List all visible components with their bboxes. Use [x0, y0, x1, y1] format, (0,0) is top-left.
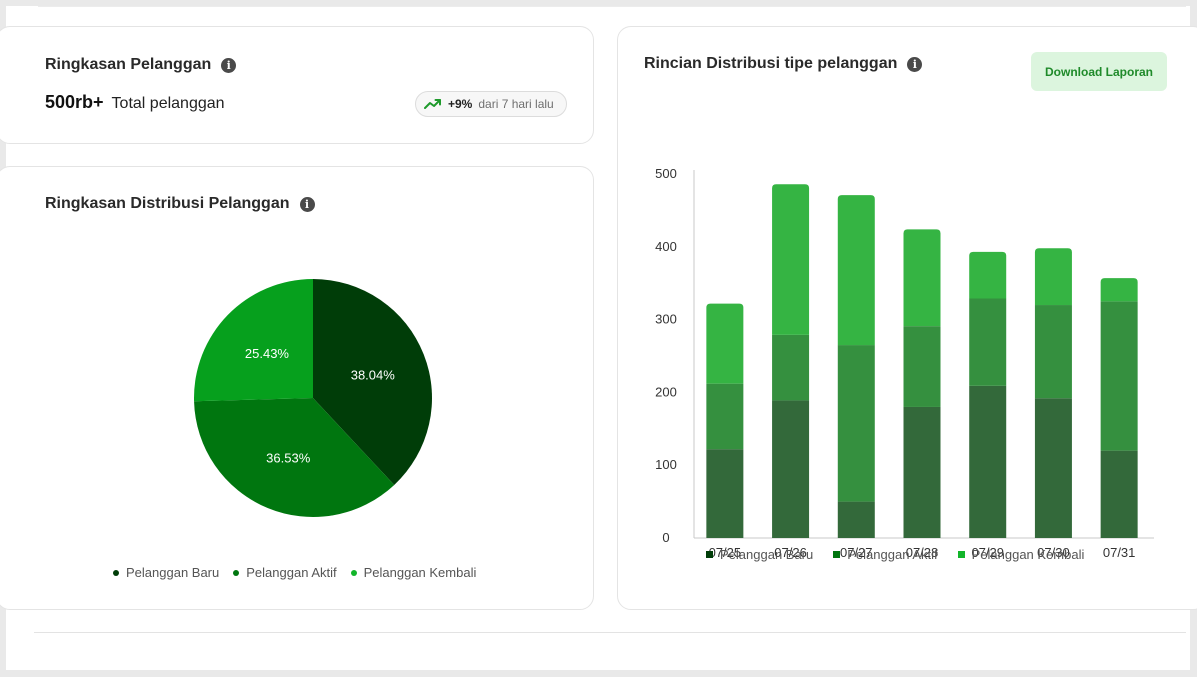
- y-tick-label: 0: [662, 530, 669, 545]
- bar-segment[interactable]: [969, 385, 1007, 538]
- total-label: Total pelanggan: [111, 95, 225, 112]
- bar-card-title: Rincian Distribusi tipe pelanggan: [644, 55, 898, 72]
- info-icon[interactable]: i: [221, 57, 237, 73]
- bar-segment[interactable]: [706, 303, 744, 384]
- bar-segment[interactable]: [1100, 278, 1138, 302]
- y-tick-label: 200: [655, 384, 677, 399]
- pie-title-row: Ringkasan Distribusi Pelanggan i: [45, 195, 315, 213]
- summary-title: Ringkasan Pelanggan: [45, 56, 212, 73]
- legend-item-baru[interactable]: Pelanggan Baru: [113, 565, 219, 580]
- legend-item-aktif[interactable]: Pelanggan Aktif: [833, 547, 938, 562]
- distribution-detail-card: Rincian Distribusi tipe pelanggan i Down…: [617, 26, 1197, 610]
- x-tick-label: 07/29: [971, 545, 1004, 560]
- pie-slice[interactable]: [194, 279, 313, 402]
- info-icon[interactable]: i: [907, 56, 923, 72]
- legend-swatch: [706, 551, 713, 558]
- bar-segment[interactable]: [837, 345, 875, 502]
- legend-item-kembali[interactable]: Pelanggan Kembali: [350, 565, 477, 580]
- legend-swatch: [833, 551, 841, 558]
- pie-slice-label: 25.43%: [245, 346, 290, 361]
- pie-slice-label: 38.04%: [351, 367, 396, 382]
- legend-label: Pelanggan Aktif: [847, 547, 938, 562]
- bar-legend: Pelanggan Baru Pelanggan Aktif Pelanggan…: [706, 547, 1084, 562]
- legend-label: Pelanggan Baru: [126, 565, 220, 580]
- x-tick-label: 07/28: [906, 545, 939, 560]
- bar-segment[interactable]: [837, 195, 875, 346]
- summary-title-row: Ringkasan Pelanggan i: [45, 56, 237, 74]
- trending-up-icon: [424, 99, 441, 109]
- legend-item-aktif[interactable]: Pelanggan Aktif: [233, 565, 337, 580]
- y-tick-label: 400: [655, 239, 677, 254]
- bar-segment[interactable]: [837, 501, 875, 538]
- divider: [38, 6, 1186, 7]
- legend-item-kembali[interactable]: Pelanggan Kembali: [957, 547, 1085, 562]
- legend-label: Pelanggan Kembali: [971, 547, 1085, 562]
- bar-segment[interactable]: [1034, 398, 1072, 538]
- bar-segment[interactable]: [969, 298, 1007, 386]
- customer-summary-card: Ringkasan Pelanggan i 500rb+ Total pelan…: [0, 26, 594, 144]
- bar-segment[interactable]: [903, 406, 941, 538]
- legend-label: Pelanggan Baru: [720, 547, 814, 562]
- bar-title-row: Rincian Distribusi tipe pelanggan i: [644, 55, 923, 73]
- legend-item-baru[interactable]: Pelanggan Baru: [706, 547, 813, 562]
- bar-segment[interactable]: [1100, 301, 1138, 451]
- legend-swatch: [957, 551, 965, 558]
- bar-segment[interactable]: [1034, 248, 1072, 306]
- trend-period: dari 7 hari lalu: [478, 97, 554, 111]
- legend-label: Pelanggan Kembali: [363, 565, 477, 580]
- pie-slice[interactable]: [313, 279, 433, 485]
- trend-percent: +9%: [448, 97, 473, 111]
- trend-badge: +9% dari 7 hari lalu: [415, 91, 567, 117]
- bar-segment[interactable]: [903, 326, 941, 407]
- x-tick-label: 07/25: [709, 545, 742, 560]
- legend-label: Pelanggan Aktif: [246, 565, 337, 580]
- bar-segment[interactable]: [1034, 305, 1072, 399]
- total-customers: 500rb+ Total pelanggan: [45, 92, 225, 113]
- stacked-bar-chart: 0 100 200 300 400 500 07/25 07/26 07/27 07/28 07/2…: [655, 166, 1154, 560]
- x-tick-label: 07/31: [1103, 545, 1136, 560]
- bar-segment[interactable]: [772, 334, 810, 401]
- legend-swatch: [113, 569, 119, 576]
- pie-slice[interactable]: [194, 398, 395, 517]
- legend-swatch: [350, 569, 357, 576]
- bar-segment[interactable]: [772, 184, 810, 335]
- dashboard-frame: Ringkasan Pelanggan i 500rb+ Total pelan…: [0, 6, 1197, 670]
- bar-segment[interactable]: [772, 400, 810, 538]
- x-tick-label: 07/26: [774, 545, 807, 560]
- bar-segment[interactable]: [903, 229, 941, 327]
- y-tick-label: 300: [655, 312, 677, 327]
- pie-legend: Pelanggan Baru Pelanggan Aktif Pelanggan…: [113, 565, 476, 580]
- pie-chart: 38.04% 36.53% 25.43%: [194, 279, 433, 517]
- distribution-summary-card: Ringkasan Distribusi Pelanggan i 38.04% 3…: [0, 166, 594, 610]
- divider: [34, 632, 1186, 633]
- bar-segment[interactable]: [969, 251, 1007, 299]
- bar-segment[interactable]: [706, 449, 744, 538]
- bar-segment[interactable]: [1100, 450, 1138, 538]
- info-icon[interactable]: i: [299, 196, 315, 212]
- pie-slice-label: 36.53%: [266, 450, 311, 465]
- legend-swatch: [233, 569, 240, 576]
- download-report-button[interactable]: Download Laporan: [1031, 52, 1167, 91]
- y-tick-label: 500: [655, 166, 677, 181]
- x-tick-label: 07/30: [1037, 545, 1070, 560]
- bar-segment[interactable]: [706, 383, 744, 450]
- pie-card-title: Ringkasan Distribusi Pelanggan: [45, 195, 290, 212]
- y-tick-label: 100: [655, 457, 677, 472]
- total-value: 500rb+: [45, 92, 104, 112]
- x-tick-label: 07/27: [840, 545, 873, 560]
